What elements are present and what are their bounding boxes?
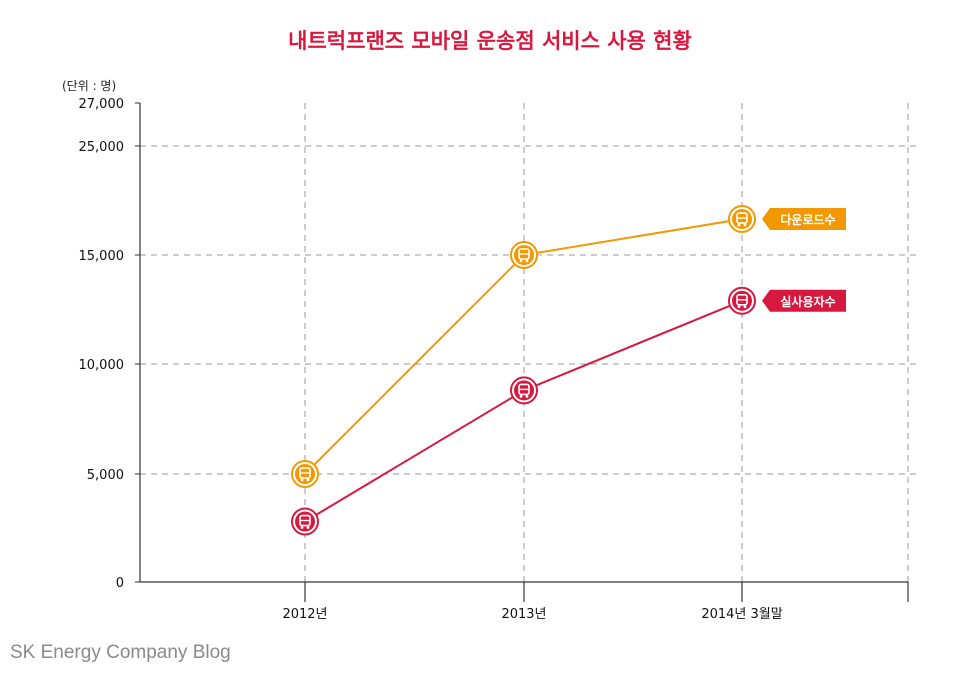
grid: [140, 103, 920, 582]
y-tick-label: 5,000: [87, 468, 124, 483]
y-tick-label: 15,000: [79, 249, 125, 264]
data-point: [291, 507, 319, 536]
y-tick-label: 10,000: [79, 358, 125, 373]
x-tick-label: 2014년 3월말: [701, 607, 782, 622]
axes: [135, 102, 909, 602]
legend-tag: 다운로드수: [762, 208, 846, 231]
data-point: [510, 241, 538, 269]
x-axis-ticks: 2012년 2013년 2014년 3월말: [282, 607, 782, 622]
data-point: [291, 460, 319, 488]
y-tick-label: 25,000: [79, 140, 125, 155]
y-axis-ticks: 0 5,000 10,000 15,000 25,000 27,000: [79, 97, 125, 591]
data-point: [728, 286, 756, 315]
chart-title: 내트럭프랜즈 모바일 운송점 서비스 사용 현황: [288, 29, 692, 53]
data-point: [728, 205, 756, 234]
y-tick-label: 27,000: [79, 97, 125, 112]
legend-label: 실사용자수: [780, 294, 835, 309]
legend-tag: 실사용자수: [762, 289, 846, 312]
legend-label: 다운로드수: [780, 212, 835, 227]
unit-label: (단위 : 명): [62, 79, 116, 93]
x-tick-label: 2012년: [282, 607, 327, 622]
y-tick-label: 0: [116, 576, 124, 591]
x-tick-label: 2013년: [501, 607, 546, 622]
series: [291, 205, 756, 536]
data-point: [510, 376, 538, 405]
source-watermark: SK Energy Company Blog: [10, 642, 231, 663]
